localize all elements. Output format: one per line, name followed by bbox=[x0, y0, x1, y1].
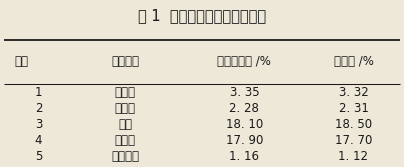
Text: 1. 12: 1. 12 bbox=[339, 150, 368, 163]
Text: 花生奶: 花生奶 bbox=[115, 102, 136, 115]
Text: 3. 32: 3. 32 bbox=[339, 86, 368, 99]
Text: 18. 10: 18. 10 bbox=[226, 118, 263, 131]
Text: 3. 35: 3. 35 bbox=[229, 86, 259, 99]
Text: 2. 28: 2. 28 bbox=[229, 102, 259, 115]
Text: 2. 31: 2. 31 bbox=[339, 102, 368, 115]
Text: 17. 70: 17. 70 bbox=[335, 134, 372, 147]
Text: 仪器法 /%: 仪器法 /% bbox=[334, 55, 373, 68]
Text: 1: 1 bbox=[35, 86, 42, 99]
Text: 豆奶粉: 豆奶粉 bbox=[115, 134, 136, 147]
Text: 样品名称: 样品名称 bbox=[111, 55, 139, 68]
Text: 3: 3 bbox=[35, 118, 42, 131]
Text: 17. 90: 17. 90 bbox=[226, 134, 263, 147]
Text: 1. 16: 1. 16 bbox=[229, 150, 259, 163]
Text: 4: 4 bbox=[35, 134, 42, 147]
Text: 18. 50: 18. 50 bbox=[335, 118, 372, 131]
Text: 5: 5 bbox=[35, 150, 42, 163]
Text: 含乳饮料: 含乳饮料 bbox=[111, 150, 139, 163]
Text: 纯牛奶: 纯牛奶 bbox=[115, 86, 136, 99]
Text: 奶粉: 奶粉 bbox=[118, 118, 132, 131]
Text: 2: 2 bbox=[35, 102, 42, 115]
Text: 编号: 编号 bbox=[14, 55, 28, 68]
Text: 表 1  蛋白质含量测定结果比较: 表 1 蛋白质含量测定结果比较 bbox=[138, 8, 266, 23]
Text: 凯氏定氮法 /%: 凯氏定氮法 /% bbox=[217, 55, 271, 68]
